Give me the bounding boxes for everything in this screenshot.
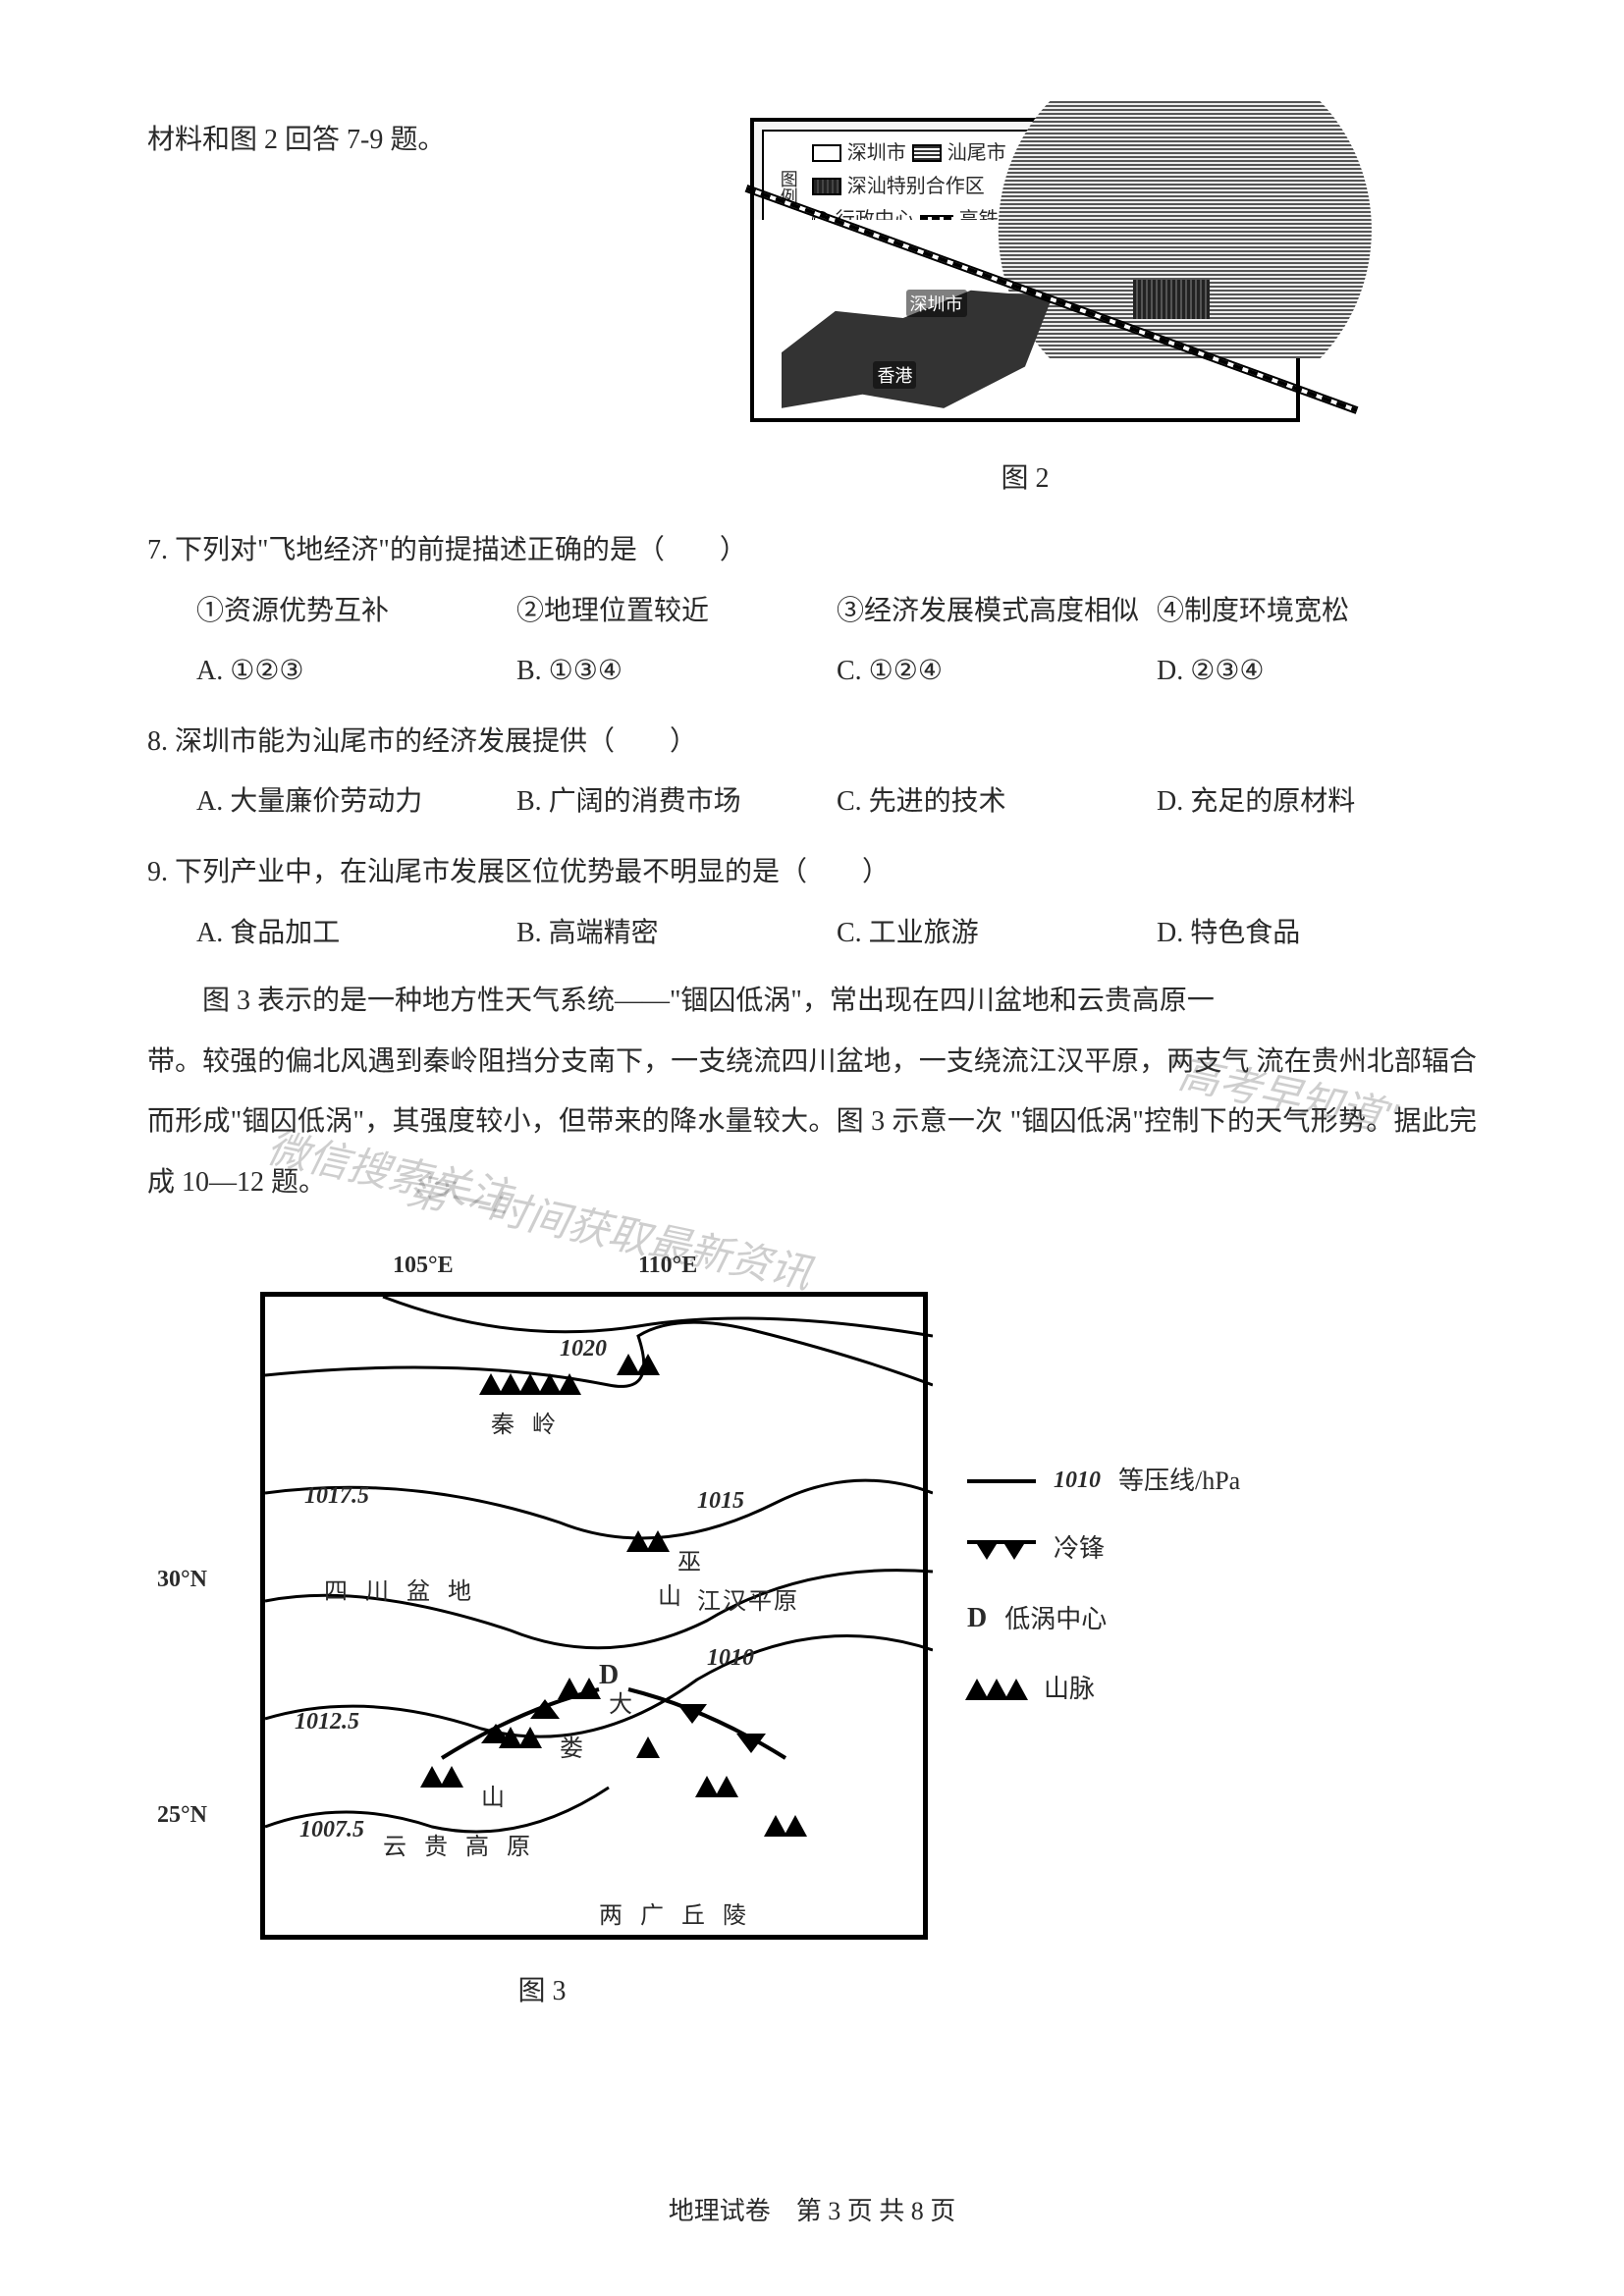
q9-opt-b: B. 高端精密 bbox=[516, 903, 837, 964]
legend-label: 等压线/hPa bbox=[1118, 1453, 1240, 1509]
q7-opt-b: B. ①③④ bbox=[516, 641, 837, 702]
legend-item: 深圳市 bbox=[847, 137, 906, 169]
isobar-label: 1015 bbox=[697, 1488, 744, 1515]
passage-line: 带。较强的偏北风遇到秦岭阻挡分支南下，一支绕流四川盆地，一支绕流江汉平原，两支气 bbox=[147, 1046, 1249, 1077]
figure-2-map: 图例 深圳市 汕尾市 深汕特别合作区 行政中心 高铁线 深汕特别合作区 深圳市 … bbox=[750, 118, 1300, 422]
isobar-label: 1017.5 bbox=[304, 1483, 369, 1510]
fig3-lon-1: 105°E bbox=[393, 1253, 454, 1279]
q7-opt-d: D. ②③④ bbox=[1157, 641, 1477, 702]
passage-text: "高考早知道" 微信搜索关注 第一时间获取最新资讯 图 3 表示的是一种地方性天… bbox=[147, 971, 1477, 1212]
passage-line: 图 3 表示的是一种地方性天气系统——"锢囚低涡"，常出现在四川盆地和云贵高原一 bbox=[147, 971, 1477, 1032]
legend-symbol: D bbox=[967, 1588, 987, 1649]
fig3-lat-1: 30°N bbox=[157, 1567, 207, 1593]
isobar-label: 1012.5 bbox=[295, 1709, 359, 1735]
fig2-hk-label: 香港 bbox=[873, 361, 916, 389]
q7-opt-c: C. ①②④ bbox=[837, 641, 1157, 702]
q8-opt-a: A. 大量廉价劳动力 bbox=[196, 772, 516, 832]
legend-iso-value: 1010 bbox=[1054, 1455, 1101, 1507]
question-9-stem: 9. 下列产业中，在汕尾市发展区位优势最不明显的是（ ） bbox=[147, 842, 1477, 903]
q9-opt-c: C. 工业旅游 bbox=[837, 903, 1157, 964]
legend-label: 山脉 bbox=[1044, 1661, 1095, 1717]
q7-sub-4: ④制度环境宽松 bbox=[1157, 581, 1477, 642]
fig3-lat-2: 25°N bbox=[157, 1802, 207, 1829]
question-7-stem: 7. 下列对"飞地经济"的前提描述正确的是（ ） bbox=[147, 520, 1477, 581]
fig3-place-label: 巫 bbox=[677, 1542, 701, 1576]
q8-opt-c: C. 先进的技术 bbox=[837, 772, 1157, 832]
q9-opt-d: D. 特色食品 bbox=[1157, 903, 1477, 964]
fig3-place-label: 秦 岭 bbox=[491, 1405, 562, 1439]
q7-sub-2: ②地理位置较近 bbox=[516, 581, 837, 642]
legend-item: 深汕特别合作区 bbox=[847, 171, 985, 202]
isobar-label: 1007.5 bbox=[299, 1817, 364, 1843]
fig3-place-label: 两 广 丘 陵 bbox=[599, 1896, 752, 1930]
q7-sub-3: ③经济发展模式高度相似 bbox=[837, 581, 1157, 642]
fig3-legend: 1010 等压线/hPa 冷锋 D 低涡中心 山脉 bbox=[967, 1453, 1240, 1729]
fig3-place-label: 四 川 盆 地 bbox=[324, 1572, 477, 1606]
q9-opt-a: A. 食品加工 bbox=[196, 903, 516, 964]
legend-item: 汕尾市 bbox=[947, 137, 1006, 169]
fig3-caption: 图 3 bbox=[0, 1969, 1477, 2008]
fig2-shenzhen-label: 深圳市 bbox=[906, 290, 967, 317]
fig3-place-label: 云 贵 高 原 bbox=[383, 1827, 536, 1861]
q7-sub-1: ①资源优势互补 bbox=[196, 581, 516, 642]
page-footer: 地理试卷 第 3 页 共 8 页 bbox=[0, 2191, 1624, 2227]
intro-text: 材料和图 2 回答 7-9 题。 bbox=[147, 118, 445, 157]
q7-opt-a: A. ①②③ bbox=[196, 641, 516, 702]
vortex-center: D bbox=[599, 1660, 619, 1691]
q8-opt-b: B. 广阔的消费市场 bbox=[516, 772, 837, 832]
fig3-place-label: 娄 bbox=[560, 1729, 583, 1763]
figure-3-map: 1020 1017.5 1015 1012.5 1010 1007.5 秦 岭 … bbox=[260, 1292, 928, 1940]
isobar-label: 1020 bbox=[560, 1336, 607, 1362]
isobar-label: 1010 bbox=[707, 1645, 754, 1672]
fig3-place-label: 山 bbox=[481, 1778, 505, 1812]
fig2-caption: 图 2 bbox=[750, 456, 1300, 496]
legend-label: 低涡中心 bbox=[1004, 1591, 1107, 1647]
fig3-place-label: 山 bbox=[658, 1576, 681, 1611]
question-8-stem: 8. 深圳市能为汕尾市的经济发展提供（ ） bbox=[147, 712, 1477, 773]
fig3-lon-2: 110°E bbox=[638, 1253, 697, 1279]
legend-label: 冷锋 bbox=[1054, 1521, 1105, 1576]
q8-opt-d: D. 充足的原材料 bbox=[1157, 772, 1477, 832]
fig3-place-label: 江汉平原 bbox=[697, 1581, 799, 1616]
